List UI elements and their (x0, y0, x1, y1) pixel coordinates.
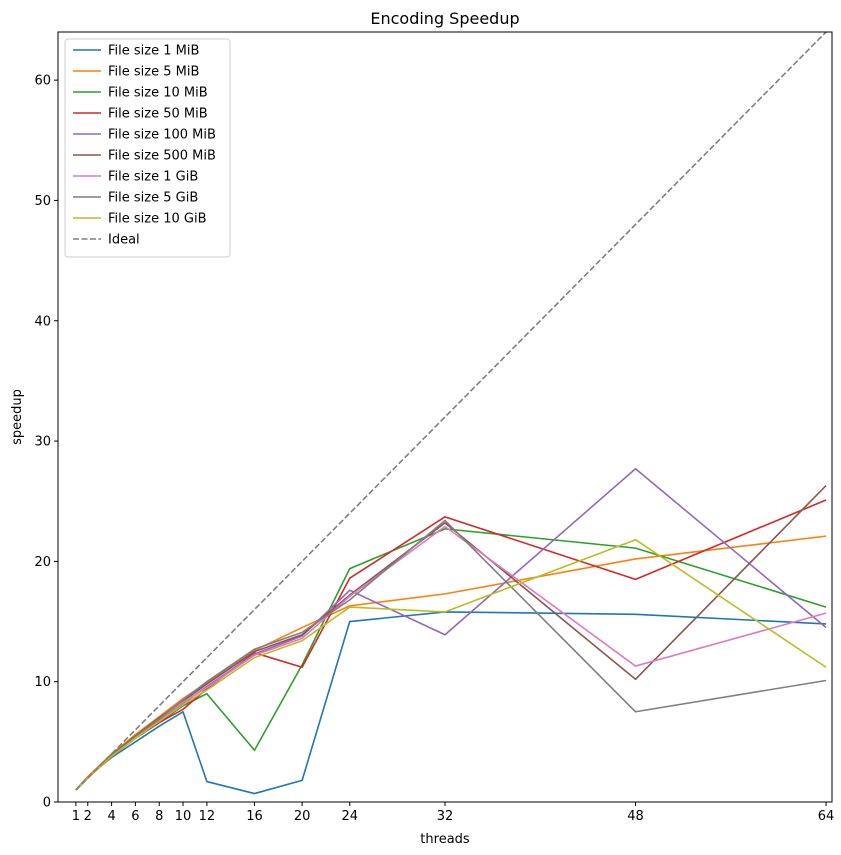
legend-label: File size 5 GiB (108, 191, 198, 206)
x-tick-label: 24 (341, 809, 358, 824)
x-tick-label: 6 (131, 809, 139, 824)
legend-label: File size 1 GiB (108, 170, 198, 185)
x-tick-label: 2 (84, 809, 92, 824)
x-tick-label: 8 (155, 809, 163, 824)
legend-label: File size 100 MiB (108, 128, 216, 143)
y-tick-label: 40 (34, 314, 51, 329)
x-tick-label: 32 (437, 809, 454, 824)
series-line-file-size-5-mib (75, 535, 827, 791)
legend-label: File size 10 MiB (108, 86, 208, 101)
legend-label: File size 10 GiB (108, 212, 207, 227)
legend-label: File size 5 MiB (108, 65, 199, 80)
x-tick-label: 10 (175, 809, 192, 824)
legend-label: File size 1 MiB (108, 44, 199, 59)
plot-lines (75, 32, 827, 795)
x-tick-label: 20 (294, 809, 311, 824)
y-tick-label: 10 (34, 675, 51, 690)
y-tick-label: 30 (34, 435, 51, 450)
legend-box (64, 38, 231, 258)
x-tick-label: 48 (627, 809, 644, 824)
series-line-file-size-500-mib (75, 485, 827, 791)
x-tick-label: 64 (818, 809, 835, 824)
legend-label: Ideal (108, 233, 140, 248)
x-tick-label: 1 (72, 809, 80, 824)
legend-label: File size 50 MiB (108, 107, 208, 122)
legend-label: File size 500 MiB (108, 149, 216, 164)
x-tick-label: 4 (107, 809, 115, 824)
legend: File size 1 MiB File size 5 MiB File size … (64, 38, 231, 258)
series-line-file-size-10-gib (75, 538, 827, 791)
y-tick-label: 60 (34, 74, 51, 89)
x-tick-label: 16 (246, 809, 263, 824)
chart-title: Encoding Speedup (370, 9, 519, 28)
y-axis-label: speedup (10, 389, 25, 445)
y-tick-label: 50 (34, 194, 51, 209)
x-axis-label: threads (420, 832, 470, 847)
y-tick-label: 20 (34, 555, 51, 570)
x-tick-label: 12 (199, 809, 216, 824)
x-axis-ticks: 1 2 4 6 8 10 12 16 20 24 32 48 64 (72, 802, 835, 824)
y-axis-ticks: 0 10 20 30 40 50 60 (34, 74, 58, 811)
y-tick-label: 0 (43, 796, 51, 811)
